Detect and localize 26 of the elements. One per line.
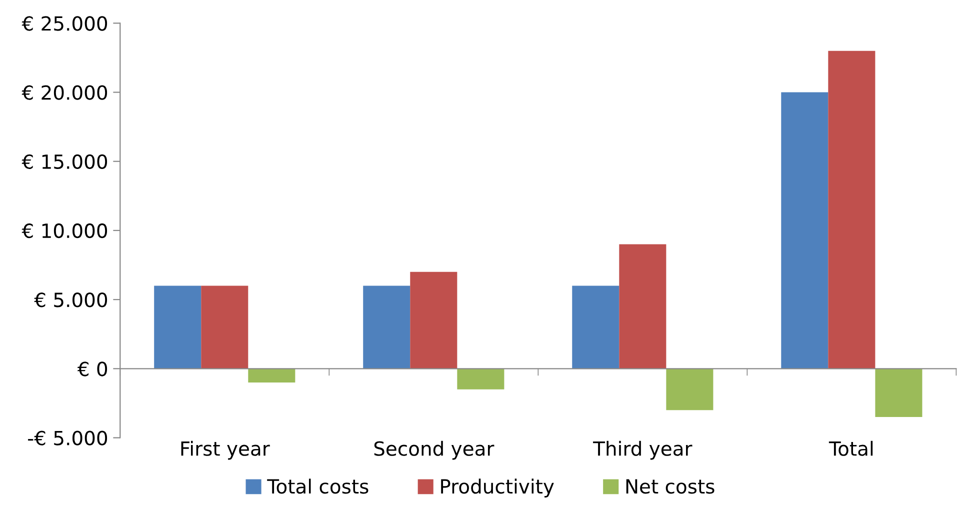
bar (457, 368, 504, 390)
y-tick-label: € 10.000 (22, 223, 108, 238)
x-tick-label: Total (828, 440, 873, 456)
legend-label: Total costs (267, 478, 368, 494)
y-tick-label: € 5.000 (34, 292, 108, 308)
y-tick-label: -€ 5.000 (28, 430, 108, 446)
bar (248, 368, 296, 382)
y-tick-label: € 0 (77, 362, 108, 376)
y-tick-label: € 25.000 (22, 16, 108, 31)
bar (201, 286, 248, 369)
bar (363, 286, 410, 369)
y-tick-label: € 15.000 (22, 154, 108, 170)
bar (410, 272, 458, 369)
legend-label: Productivity (441, 478, 554, 498)
bar (619, 244, 666, 369)
bar (572, 286, 620, 369)
bar (154, 286, 202, 369)
bar (875, 368, 922, 418)
x-tick-label: Third year (593, 440, 692, 460)
bar (828, 50, 876, 369)
y-tick-label: € 20.000 (22, 85, 108, 100)
bar (666, 368, 714, 410)
legend-label: Net costs (626, 479, 714, 494)
x-tick-label: First year (181, 440, 270, 460)
bar (781, 92, 828, 369)
x-tick-label: Second year (374, 440, 494, 460)
